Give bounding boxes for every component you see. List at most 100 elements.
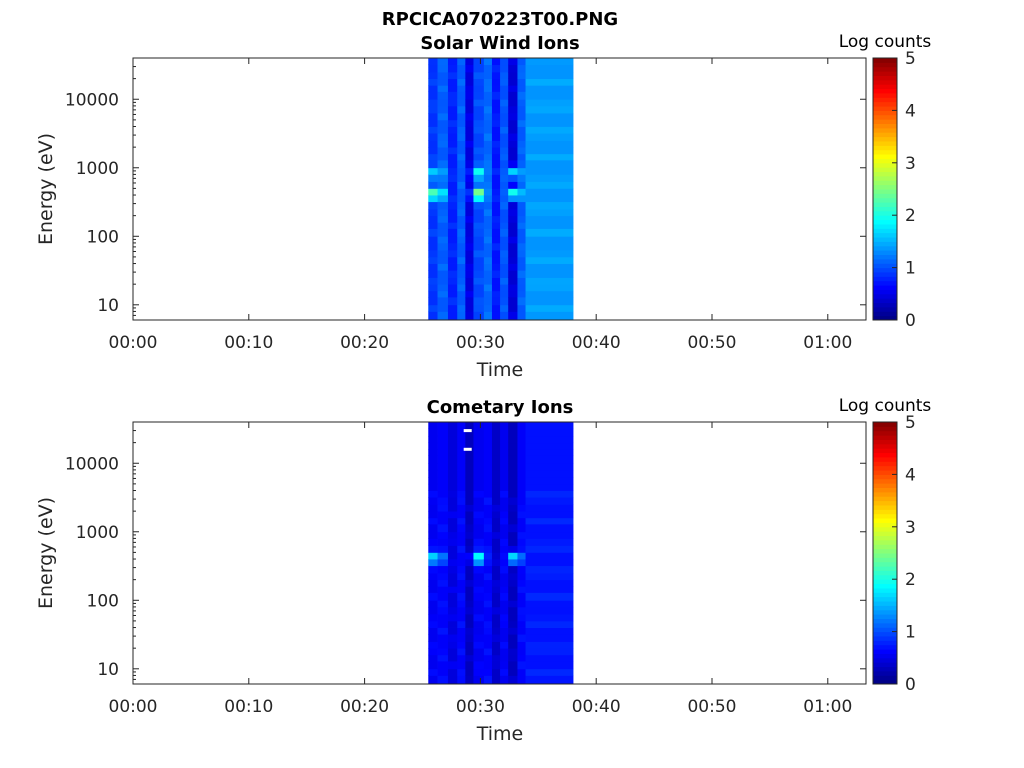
x-tick-label: 01:00 [803, 697, 852, 717]
heatmap-cell [473, 559, 485, 567]
heatmap-cell [525, 133, 574, 141]
heatmap-cell [517, 641, 526, 649]
heatmap-cell [447, 559, 458, 567]
heatmap-cell [525, 660, 574, 670]
colorbar-segment [873, 653, 897, 659]
heatmap-cell [500, 215, 509, 223]
heatmap-cell [465, 91, 474, 100]
heatmap-cell [525, 126, 574, 134]
heatmap-cell [447, 296, 458, 306]
heatmap-cell [465, 195, 474, 203]
heatmap-cell [491, 119, 501, 127]
colorbar-segment [873, 579, 897, 585]
heatmap-cell [500, 78, 509, 86]
heatmap-cell [465, 490, 474, 498]
colorbar-segment [873, 474, 897, 480]
heatmap-cell [437, 559, 449, 567]
colorbar-segment [873, 430, 897, 436]
heatmap-cell [457, 290, 466, 298]
colorbar-segment [873, 223, 897, 229]
heatmap-cell [437, 215, 449, 223]
heatmap-cell [500, 675, 509, 685]
heatmap-cell [508, 140, 518, 148]
heatmap-cell [517, 270, 526, 278]
heatmap-cell [447, 627, 458, 635]
heatmap-cell [428, 153, 438, 161]
colorbar-segment [873, 237, 897, 242]
heatmap-cell [525, 455, 574, 464]
heatmap-cell [465, 153, 474, 161]
heatmap-cell [457, 660, 466, 670]
heatmap-cell [447, 64, 458, 73]
heatmap-cell [517, 552, 526, 560]
heatmap-cell [508, 64, 518, 73]
y-axis-label: Energy (eV) [35, 497, 57, 609]
heatmap-cell [491, 634, 501, 642]
heatmap-cell [428, 517, 438, 525]
heatmap-cell [457, 463, 466, 471]
heatmap-cell [483, 579, 493, 587]
heatmap-cell [447, 174, 458, 182]
heatmap-cell [437, 99, 449, 107]
heatmap-cell [500, 304, 509, 312]
colorbar-segment [873, 280, 897, 286]
colorbar-segment [873, 509, 897, 515]
heatmap-cell [500, 242, 509, 251]
heatmap-cell [473, 133, 485, 141]
heatmap-cell [473, 573, 485, 581]
heatmap-cell [508, 270, 518, 278]
x-tick-label: 00:10 [224, 697, 273, 717]
heatmap-cell [483, 250, 493, 258]
heatmap-cell [508, 435, 518, 444]
heatmap-cell [483, 181, 493, 189]
heatmap-cell [437, 477, 449, 485]
colorbar-segment [873, 66, 897, 72]
heatmap-cell [473, 648, 485, 656]
heatmap-cell [428, 209, 438, 217]
heatmap-cell [428, 181, 438, 189]
heatmap-cell [457, 559, 466, 567]
colorbar-segment [873, 618, 897, 624]
heatmap-cell [473, 78, 485, 86]
heatmap-cell [483, 126, 493, 134]
heatmap-cell [437, 463, 449, 471]
heatmap-cell [491, 105, 501, 114]
heatmap-cell [457, 113, 466, 121]
heatmap-cell [457, 428, 466, 437]
heatmap-cell [428, 511, 438, 519]
heatmap-cell [447, 105, 458, 114]
heatmap-cell [447, 91, 458, 100]
heatmap-cell [525, 517, 574, 525]
heatmap-cell [483, 119, 493, 127]
solar-wind-ions-panel: Solar Wind Ions 00:00 00:10 00:20 00:30 00:4… [35, 32, 931, 381]
colorbar: 0 1 2 3 4 5 [872, 413, 916, 695]
heatmap-cell [517, 523, 526, 533]
heatmap-cell [428, 545, 438, 553]
heatmap-cell [525, 159, 574, 169]
colorbar-segment [873, 119, 897, 124]
heatmap-cell [491, 91, 501, 100]
heatmap-cell [457, 573, 466, 581]
heatmap-cell [437, 71, 449, 80]
heatmap-cell [525, 222, 574, 229]
heatmap-cell [483, 455, 493, 464]
heatmap-cell [473, 660, 485, 670]
heatmap-cell [457, 105, 466, 114]
heatmap-cell [500, 181, 509, 189]
heatmap-cell [517, 449, 526, 456]
heatmap-cell [428, 263, 438, 271]
heatmap-cell [500, 85, 509, 92]
heatmap-cell [457, 606, 466, 615]
heatmap-cell [457, 250, 466, 258]
colorbar-segment [873, 649, 897, 654]
heatmap-cell [473, 256, 485, 264]
heatmap-cell [483, 600, 493, 608]
heatmap-cell [491, 140, 501, 148]
heatmap-cell [517, 634, 526, 642]
heatmap-cell [447, 140, 458, 148]
heatmap-cell [447, 195, 458, 203]
heatmap-cell [483, 483, 493, 491]
heatmap-cell [465, 606, 474, 615]
heatmap-cell [525, 428, 574, 437]
